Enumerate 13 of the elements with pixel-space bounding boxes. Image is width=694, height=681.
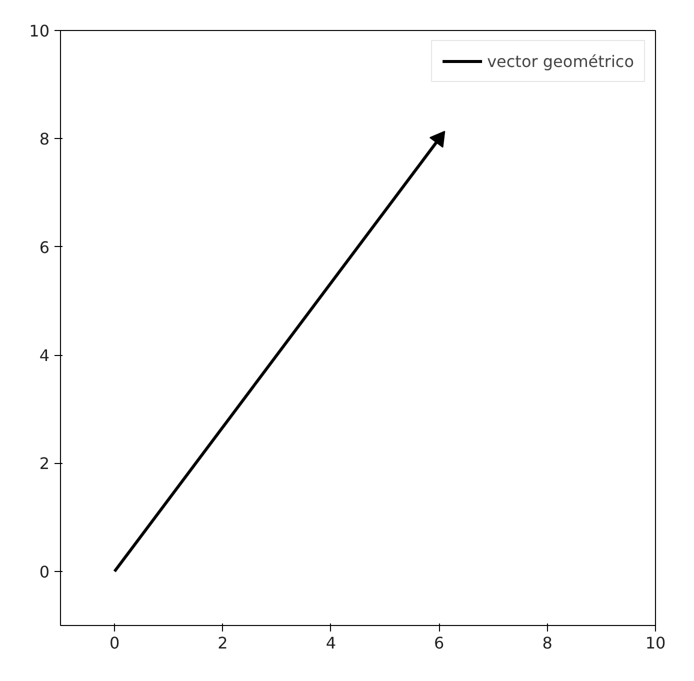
y-tick-label: 8 (39, 130, 50, 149)
x-tick-label: 0 (110, 634, 120, 652)
y-tick-label: 2 (39, 454, 50, 474)
x-tick-label: 10 (645, 634, 666, 652)
y-tick-label: 4 (39, 346, 50, 366)
y-tick-label: 6 (39, 238, 50, 257)
x-tick-label: 6 (434, 634, 444, 652)
x-tick-label: 4 (326, 634, 336, 652)
y-tick-label: 10 (29, 22, 50, 40)
x-tick-label: 8 (542, 634, 552, 652)
y-tick-label: 0 (39, 562, 50, 582)
legend-label: vector geométrico (487, 52, 634, 70)
x-tick-label: 2 (218, 634, 228, 652)
